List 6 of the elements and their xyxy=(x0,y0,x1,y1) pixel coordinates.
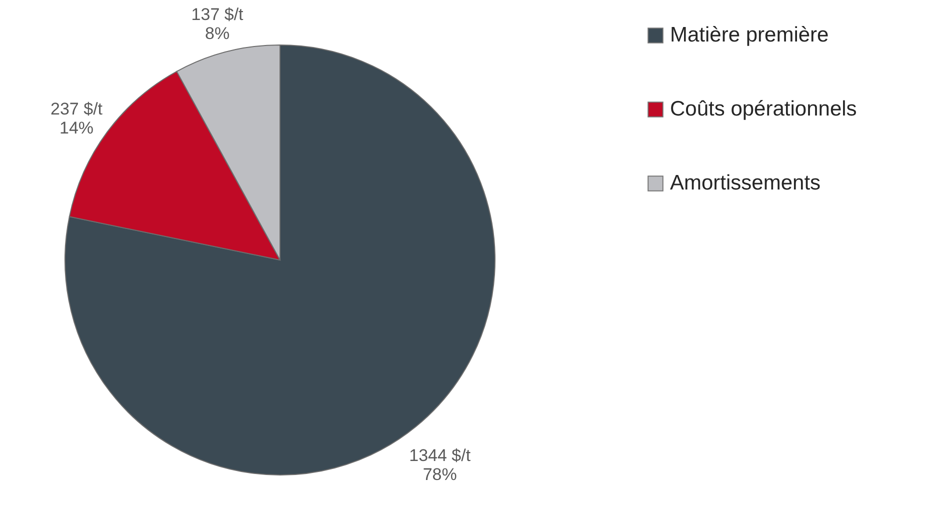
data-label: 237 $/t 14% xyxy=(50,100,103,138)
legend-label: Matière première xyxy=(670,24,829,46)
legend-label: Amortissements xyxy=(670,172,821,194)
data-label: 137 $/t 8% xyxy=(191,4,244,43)
legend-label: Coûts opérationnels xyxy=(670,98,857,120)
data-label: 1344 $/t 78% xyxy=(409,446,471,484)
